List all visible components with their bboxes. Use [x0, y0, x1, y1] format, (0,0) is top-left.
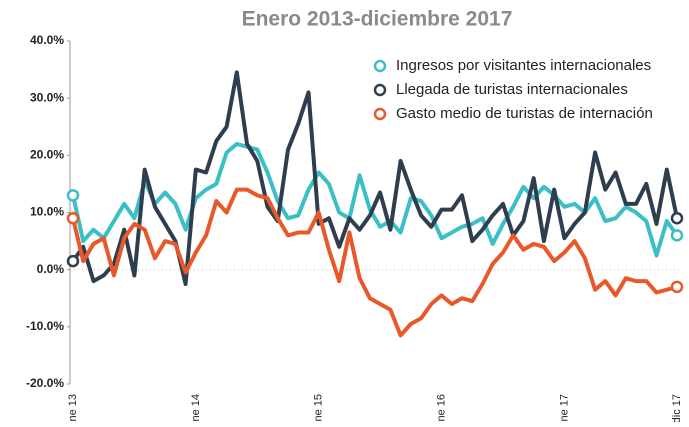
y-tick-label: 0.0%	[37, 262, 65, 276]
end-point	[66, 211, 80, 225]
end-point	[670, 211, 684, 225]
x-tick-label: ene 13	[67, 394, 79, 422]
series-line	[71, 141, 679, 258]
x-tick-label: dic 17	[671, 394, 683, 422]
legend-marker	[373, 107, 387, 121]
legend-label: Llegada de turistas internacionales	[396, 81, 628, 98]
series-line	[71, 187, 678, 338]
end-point	[66, 254, 80, 268]
series-line	[71, 70, 679, 286]
y-tick-label: 30.0%	[30, 90, 64, 104]
x-tick-label: ene 15	[313, 394, 325, 422]
x-tick-label: ene 16	[435, 394, 447, 422]
y-tick-label: 10.0%	[30, 205, 64, 219]
y-tick-label: 20.0%	[30, 148, 64, 162]
end-point	[66, 189, 80, 202]
end-point	[670, 229, 684, 242]
x-tick-label: ene 14	[190, 394, 202, 422]
legend-label: Gasto medio de turistas de internación	[396, 105, 653, 122]
y-tick-label: 40.0%	[30, 33, 64, 47]
y-tick-label: -20.0%	[26, 376, 64, 390]
end-point	[670, 280, 684, 294]
chart-title: Enero 2013-diciembre 2017	[242, 8, 513, 31]
legend-label: Ingresos por visitantes internacionales	[396, 57, 651, 74]
x-tick-label: ene 17	[558, 394, 570, 422]
legend-marker	[373, 83, 387, 97]
y-tick-label: -10.0%	[26, 319, 64, 333]
legend-marker	[373, 59, 387, 73]
